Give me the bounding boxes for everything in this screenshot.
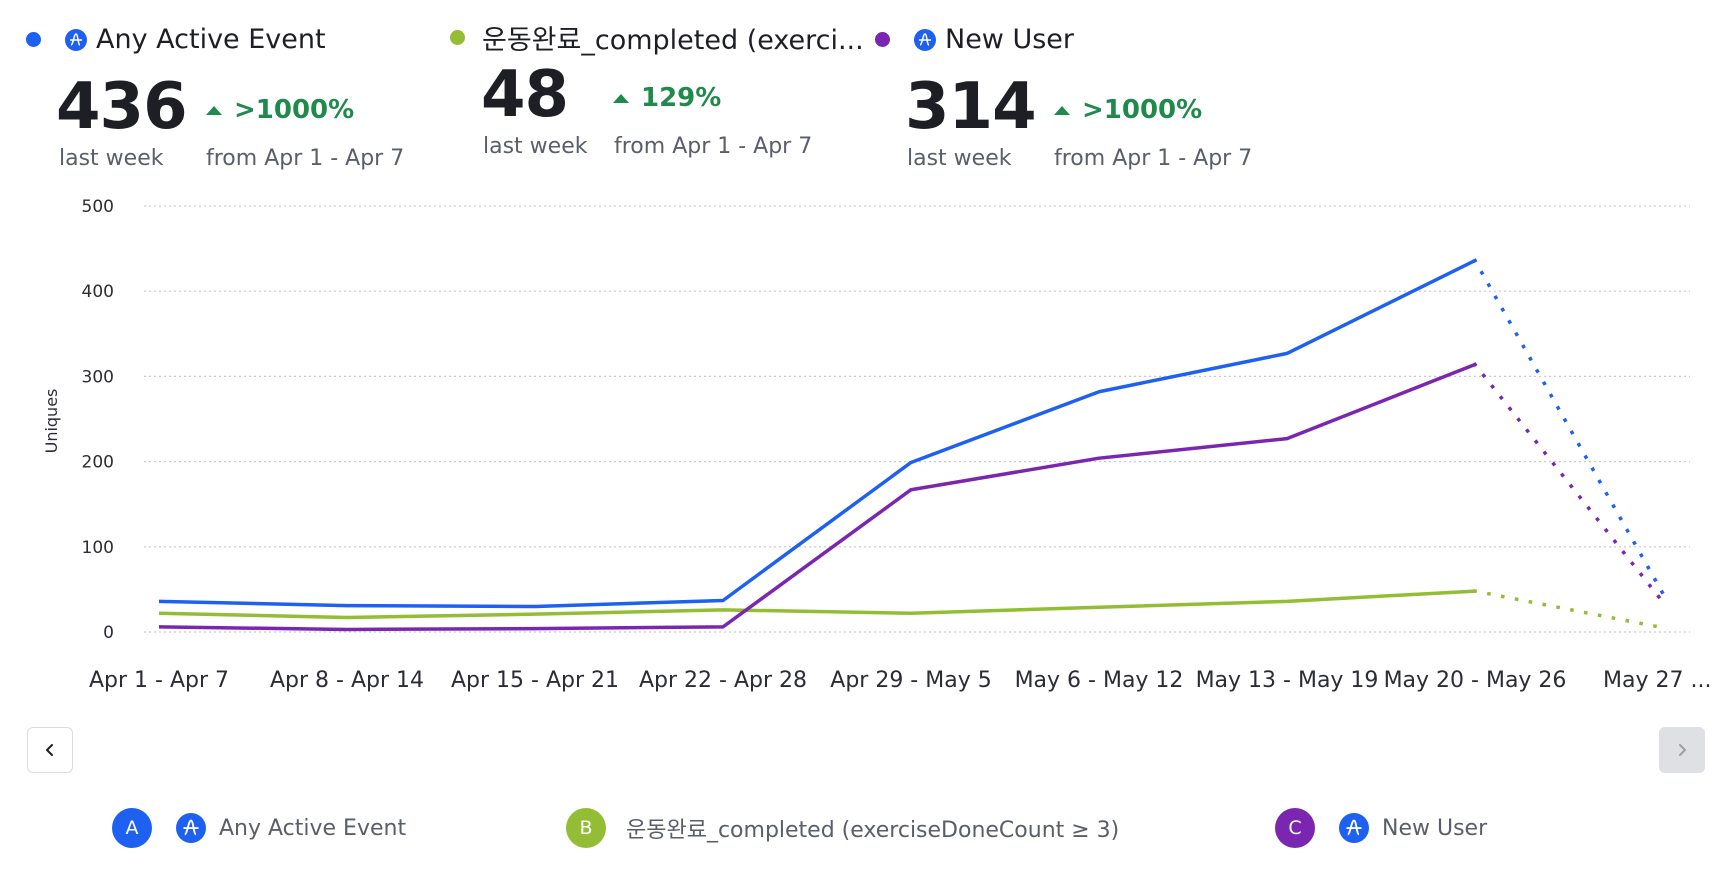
data-point[interactable] xyxy=(341,612,353,624)
metric-title: 운동완료_completed (exerci... xyxy=(482,25,864,56)
x-tick-label: Apr 8 - Apr 14 xyxy=(270,668,424,693)
metric-header[interactable]: 운동완료_completed (exerci... xyxy=(450,18,864,57)
legend-label: New User xyxy=(1382,815,1488,841)
metric-value: 48 xyxy=(481,58,569,132)
metric-title: New User xyxy=(945,24,1075,55)
data-point[interactable] xyxy=(1093,452,1105,464)
trend-up-icon xyxy=(1054,105,1070,115)
metric-value-label: last week xyxy=(907,146,1012,171)
x-tick-label: Apr 29 - May 5 xyxy=(830,668,991,693)
trend-up-icon xyxy=(613,93,629,103)
series-incomplete-line xyxy=(1472,258,1666,597)
amplitude-icon xyxy=(914,28,936,51)
metric-change: 129% xyxy=(613,83,721,113)
series-line xyxy=(158,362,1476,632)
x-tick-label: May 20 - May 26 xyxy=(1384,668,1567,693)
x-tick-label: May 6 - May 12 xyxy=(1015,668,1184,693)
next-page-button[interactable] xyxy=(1659,727,1705,773)
data-point[interactable] xyxy=(1281,595,1293,607)
data-point[interactable] xyxy=(1657,622,1669,634)
series-badge: C xyxy=(1275,808,1315,848)
chevron-left-icon xyxy=(46,744,53,756)
data-point[interactable] xyxy=(341,600,353,612)
x-tick-label: Apr 1 - Apr 7 xyxy=(89,668,229,693)
data-point[interactable] xyxy=(153,595,165,607)
y-tick-label: 500 xyxy=(82,197,114,217)
metric-header[interactable]: Any Active Event xyxy=(26,24,326,55)
data-point[interactable] xyxy=(529,608,541,620)
series-line xyxy=(158,589,1476,620)
metric-comparison: from Apr 1 - Apr 7 xyxy=(206,146,405,171)
data-point[interactable] xyxy=(153,607,165,619)
metric-value: 314 xyxy=(905,70,1037,144)
x-tick-label: Apr 15 - Apr 21 xyxy=(451,668,619,693)
data-point[interactable] xyxy=(153,621,165,633)
data-point[interactable] xyxy=(1281,433,1293,445)
series-color-dot xyxy=(875,32,890,47)
legend-item-a[interactable]: A Any Active Event xyxy=(112,808,406,848)
metric-header[interactable]: New User xyxy=(875,24,1074,55)
previous-page-button[interactable] xyxy=(27,727,73,773)
data-point[interactable] xyxy=(905,484,917,496)
x-tick-label: Apr 22 - Apr 28 xyxy=(639,668,807,693)
series-line xyxy=(158,258,1476,609)
x-tick-label: May 27 ... xyxy=(1603,668,1711,693)
data-point[interactable] xyxy=(529,623,541,635)
series-incomplete-line xyxy=(1472,362,1666,605)
y-tick-label: 100 xyxy=(82,538,114,558)
legend-item-c[interactable]: C New User xyxy=(1275,808,1487,848)
series-b[interactable] xyxy=(153,585,1669,634)
amplitude-icon xyxy=(65,28,87,51)
metric-value-label: last week xyxy=(59,146,164,171)
legend-label: 운동완료_completed (exerciseDoneCount ≥ 3) xyxy=(626,818,1120,843)
data-point[interactable] xyxy=(1093,601,1105,613)
metric-change-value: >1000% xyxy=(1082,95,1203,125)
y-tick-label: 0 xyxy=(103,623,114,643)
series-color-dot xyxy=(450,30,465,45)
data-point[interactable] xyxy=(1281,347,1293,359)
metric-value-label: last week xyxy=(483,134,588,159)
metric-change: >1000% xyxy=(1054,95,1202,125)
data-point[interactable] xyxy=(717,604,729,616)
metric-value: 436 xyxy=(56,70,188,144)
series-c[interactable] xyxy=(153,358,1669,635)
data-point[interactable] xyxy=(1469,585,1481,597)
series-badge: B xyxy=(566,808,606,848)
metric-comparison: from Apr 1 - Apr 7 xyxy=(614,134,813,159)
series-lines xyxy=(153,255,1669,635)
data-point[interactable] xyxy=(341,623,353,635)
data-point[interactable] xyxy=(905,607,917,619)
metric-change-value: >1000% xyxy=(234,95,355,125)
metric-title: Any Active Event xyxy=(96,24,326,55)
metric-comparison: from Apr 1 - Apr 7 xyxy=(1054,146,1253,171)
y-tick-label: 400 xyxy=(82,282,114,302)
data-point[interactable] xyxy=(1657,596,1669,608)
y-tick-label: 300 xyxy=(82,367,114,387)
series-color-dot xyxy=(26,32,41,47)
amplitude-icon xyxy=(176,813,206,843)
legend-item-b[interactable]: B 운동완료_completed (exerciseDoneCount ≥ 3) xyxy=(566,808,1119,848)
amplitude-icon xyxy=(1339,813,1369,843)
y-axis-label: Uniques xyxy=(42,389,61,454)
trend-up-icon xyxy=(206,105,222,115)
data-point[interactable] xyxy=(1469,358,1481,370)
series-incomplete-line xyxy=(1472,589,1666,630)
legend-label: Any Active Event xyxy=(219,815,407,841)
chevron-right-icon xyxy=(1679,744,1686,756)
data-point[interactable] xyxy=(905,456,917,468)
data-point[interactable] xyxy=(717,621,729,633)
metric-change-value: 129% xyxy=(641,83,722,113)
y-tick-label: 200 xyxy=(82,453,114,473)
series-a[interactable] xyxy=(153,255,1669,613)
x-tick-label: May 13 - May 19 xyxy=(1196,668,1379,693)
x-axis-ticks: Apr 1 - Apr 7 Apr 8 - Apr 14 Apr 15 - Apr … xyxy=(89,668,1711,693)
metric-change: >1000% xyxy=(206,95,354,125)
data-point[interactable] xyxy=(1469,255,1481,267)
y-axis-ticks: 0 100 200 300 400 500 xyxy=(82,197,114,643)
series-badge: A xyxy=(112,808,152,848)
data-point[interactable] xyxy=(1093,386,1105,398)
